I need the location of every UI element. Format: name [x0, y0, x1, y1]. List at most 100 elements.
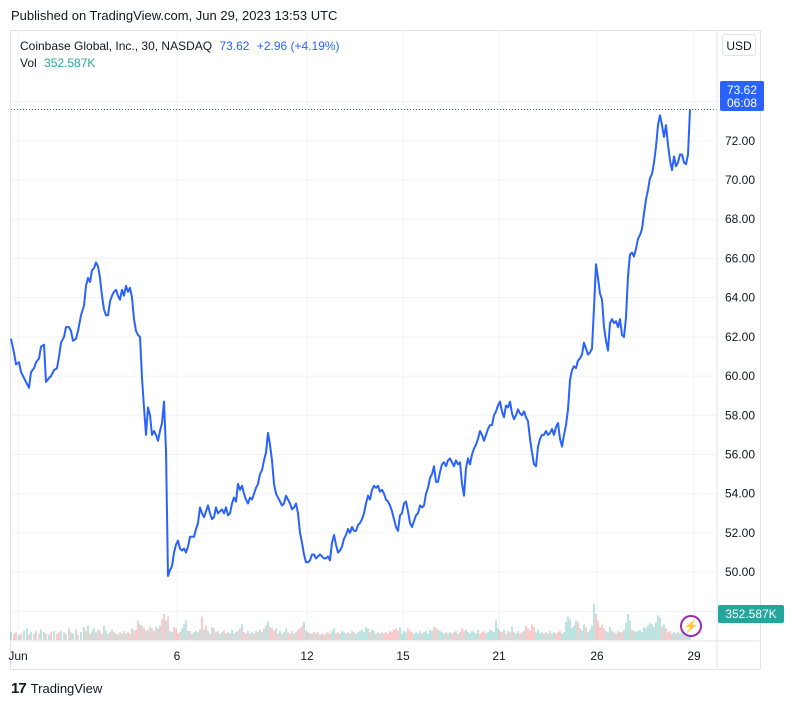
- volume-bar: [631, 629, 633, 640]
- volume-bar: [601, 624, 603, 640]
- volume-bar: [235, 632, 237, 640]
- volume-bar: [439, 630, 441, 640]
- volume-bar: [559, 630, 561, 640]
- volume-bar: [451, 633, 453, 640]
- volume-bar: [271, 628, 273, 640]
- volume-bar: [597, 620, 599, 640]
- volume-bar: [381, 632, 383, 640]
- volume-bar: [223, 630, 225, 640]
- volume-bar: [535, 632, 537, 640]
- volume-bar: [525, 625, 527, 640]
- x-tick-label: 12: [300, 649, 314, 663]
- volume-bar: [611, 630, 613, 640]
- volume-bar: [149, 627, 151, 640]
- volume-bar: [245, 633, 247, 640]
- volume-bar: [603, 628, 605, 640]
- last-price-value: 73.62: [727, 83, 757, 97]
- volume-bar: [409, 630, 411, 640]
- volume-bar: [419, 630, 421, 640]
- volume-bar: [137, 620, 139, 640]
- volume-bar: [627, 614, 629, 640]
- volume-label[interactable]: Vol: [20, 56, 37, 70]
- volume-bar: [487, 632, 489, 640]
- volume-bar: [505, 633, 507, 640]
- volume-bar: [303, 621, 305, 640]
- y-tick-label: 62.00: [725, 330, 755, 344]
- volume-bar: [575, 620, 577, 640]
- volume-bar: [645, 628, 647, 640]
- volume-bar: [221, 632, 223, 640]
- volume-bar: [373, 630, 375, 640]
- volume-bar: [417, 633, 419, 640]
- volume-bar: [60, 630, 62, 640]
- volume-bar: [649, 623, 651, 640]
- volume-bar: [147, 629, 149, 640]
- volume-bar: [151, 628, 153, 640]
- volume-bar: [393, 629, 395, 640]
- volume-bar: [641, 632, 643, 640]
- volume-bar: [157, 628, 159, 640]
- volume-bar: [225, 633, 227, 640]
- volume-bar: [365, 627, 367, 640]
- volume-bar: [107, 633, 109, 640]
- volume-tag-value: 352.587K: [725, 607, 776, 621]
- volume-bar: [635, 632, 637, 640]
- volume-bar: [141, 625, 143, 640]
- volume-bar: [145, 630, 147, 640]
- volume-bar: [375, 633, 377, 640]
- volume-bar: [543, 633, 545, 640]
- volume-bar: [621, 632, 623, 640]
- volume-bar: [453, 632, 455, 640]
- volume-bar: [72, 633, 74, 640]
- volume-bar: [237, 630, 239, 640]
- volume-bar: [317, 632, 319, 640]
- volume-bar: [359, 630, 361, 640]
- volume-bar: [625, 623, 627, 640]
- volume-bar: [263, 628, 265, 640]
- volume-bar: [659, 617, 661, 640]
- volume-bars: [10, 603, 691, 640]
- volume-bar: [669, 630, 671, 640]
- volume-bar: [449, 632, 451, 640]
- volume-bar: [191, 633, 193, 640]
- volume-bar: [259, 629, 261, 640]
- symbol-description[interactable]: Coinbase Global, Inc., 30, NASDAQ: [20, 39, 213, 53]
- volume-bar: [233, 633, 235, 640]
- volume-bar: [501, 632, 503, 640]
- volume-bar: [109, 632, 111, 640]
- footer-branding[interactable]: 17 TradingView: [11, 680, 102, 697]
- volume-bar: [681, 630, 683, 640]
- volume-bar: [329, 633, 331, 640]
- volume-bar: [655, 621, 657, 640]
- volume-bar: [15, 632, 17, 640]
- volume-bar: [467, 632, 469, 640]
- volume-bar: [483, 630, 485, 640]
- volume-bar: [653, 627, 655, 640]
- volume-bar: [401, 633, 403, 640]
- volume-bar: [397, 630, 399, 640]
- chart-frame[interactable]: [10, 30, 761, 670]
- volume-bar: [195, 630, 197, 640]
- volume-bar: [405, 632, 407, 640]
- volume-bar: [503, 629, 505, 640]
- x-tick-label: 21: [492, 649, 506, 663]
- volume-bar: [577, 621, 579, 640]
- volume-bar: [347, 632, 349, 640]
- volume-bar: [249, 633, 251, 640]
- volume-bar: [415, 632, 417, 640]
- x-tick-label: 26: [590, 649, 604, 663]
- volume-bar: [311, 633, 313, 640]
- volume-bar: [385, 632, 387, 640]
- volume-bar: [643, 627, 645, 640]
- volume-bar: [299, 628, 301, 640]
- volume-bar: [425, 630, 427, 640]
- volume-bar: [573, 625, 575, 640]
- volume-bar: [609, 627, 611, 640]
- volume-bar: [205, 625, 207, 640]
- volume-bar: [479, 633, 481, 640]
- volume-bar: [547, 633, 549, 640]
- currency-button[interactable]: USD: [722, 34, 756, 56]
- lightning-icon[interactable]: ⚡: [680, 615, 702, 637]
- volume-bar: [321, 633, 323, 640]
